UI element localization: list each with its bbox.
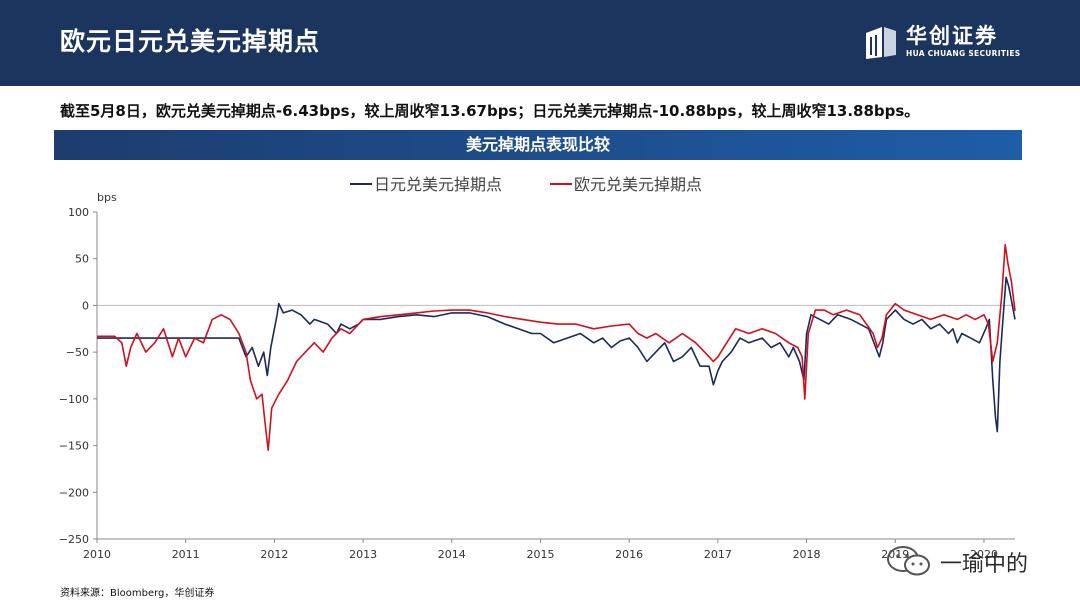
x-tick-label: 2020	[970, 548, 998, 561]
y-axis-label: bps	[97, 191, 117, 204]
summary-text: 截至5月8日，欧元兑美元掉期点-6.43bps，较上周收窄13.67bps；日元…	[60, 102, 920, 120]
legend-label-eur: 欧元兑美元掉期点	[574, 175, 702, 194]
header-bar: 欧元日元兑美元掉期点 华创证券 HUA CHUANG SECURITIES	[0, 0, 1080, 86]
logo-text-cn: 华创证券	[906, 24, 998, 48]
y-tick-label: 0	[82, 299, 89, 312]
series-line-jpy	[97, 276, 1016, 433]
y-tick-label: 50	[75, 253, 89, 266]
chart-title-bar: 美元掉期点表现比较	[54, 130, 1022, 160]
series-line-eur	[97, 243, 1016, 451]
chart-title: 美元掉期点表现比较	[465, 135, 610, 154]
source-note: 资料来源：Bloomberg，华创证券	[60, 588, 215, 599]
y-tick-label: 100	[68, 206, 89, 219]
x-tick-label: 2014	[438, 548, 466, 561]
x-tick-label: 2017	[704, 548, 732, 561]
x-tick-label: 2015	[526, 548, 554, 561]
legend-label-jpy: 日元兑美元掉期点	[374, 175, 502, 194]
y-tick-label: −200	[59, 486, 89, 499]
y-tick-label: −100	[59, 393, 89, 406]
wechat-icon	[887, 546, 930, 576]
watermark: 一瑜中的	[880, 544, 1060, 580]
x-tick-label: 2012	[260, 548, 288, 561]
x-tick-label: 2013	[349, 548, 377, 561]
x-tick-label: 2016	[615, 548, 643, 561]
logo-text-en: HUA CHUANG SECURITIES	[906, 49, 1021, 58]
page-title: 欧元日元兑美元掉期点	[60, 27, 321, 56]
y-tick-label: −250	[59, 533, 89, 546]
company-logo: 华创证券 HUA CHUANG SECURITIES	[862, 20, 1032, 64]
x-tick-label: 2018	[793, 548, 821, 561]
logo-mark-icon	[866, 27, 896, 59]
y-tick-label: −150	[59, 440, 89, 453]
y-tick-label: −50	[66, 346, 89, 359]
x-tick-label: 2011	[172, 548, 200, 561]
watermark-text: 一瑜中的	[940, 552, 1029, 577]
x-tick-label: 2010	[83, 548, 111, 561]
